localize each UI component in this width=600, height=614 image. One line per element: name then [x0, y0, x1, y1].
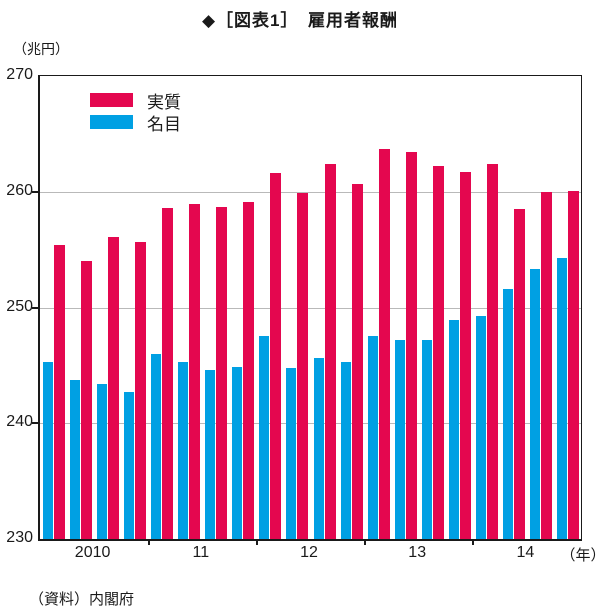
bar-real: [459, 172, 471, 539]
bar-real: [243, 202, 255, 539]
x-axis-year-tick: [255, 539, 258, 545]
x-axis-year-label: 11: [192, 544, 210, 561]
x-axis-year-label: 14: [516, 544, 535, 561]
x-axis-year-tick: [364, 539, 366, 545]
bar-nominal: [556, 257, 567, 539]
bar-real: [297, 192, 309, 539]
bar-nominal: [394, 339, 405, 539]
y-axis-tick-label: 260: [6, 181, 33, 199]
y-axis-tick-label: 250: [6, 297, 33, 315]
x-axis-year-label: 2010: [74, 544, 111, 561]
x-axis-year-label: 12: [300, 544, 318, 561]
bar-nominal: [529, 269, 540, 539]
y-axis-tick-label: 240: [6, 413, 33, 431]
y-axis-tick: [32, 190, 40, 193]
plot-area: 実質 名目: [32, 75, 582, 545]
bar-real: [432, 166, 444, 539]
bar-real: [378, 148, 390, 539]
bar-nominal: [421, 339, 432, 539]
gridline: [40, 423, 581, 425]
bar-nominal: [205, 370, 216, 539]
bar-nominal: [124, 392, 135, 539]
gridline: [40, 307, 581, 309]
bar-real: [162, 207, 174, 539]
legend-label-real: 実質: [147, 92, 181, 112]
bar-real: [81, 261, 93, 539]
y-axis-unit-label: （兆円）: [13, 41, 69, 57]
gridline: [40, 191, 581, 193]
y-axis-tick-label: 270: [6, 66, 33, 83]
bar-real: [216, 206, 228, 539]
bar-nominal: [448, 320, 459, 539]
x-axis-year-tick: [147, 539, 150, 545]
x-axis-labels: 2010 11 12 13 14 （年）: [38, 544, 600, 564]
bar-real: [405, 152, 417, 539]
x-axis-year-label: 13: [408, 544, 427, 561]
bar-real: [540, 191, 552, 539]
y-axis-tick-labels: 270 260 250 240 230: [0, 66, 33, 546]
legend: 実質 名目: [90, 89, 181, 134]
bar-real: [135, 241, 147, 539]
bar-nominal: [340, 361, 351, 539]
bar-nominal: [286, 367, 297, 539]
bar-nominal: [151, 353, 162, 539]
bar-real: [270, 173, 282, 539]
bar-nominal: [313, 358, 324, 539]
legend-item-real: 実質: [90, 89, 181, 112]
legend-swatch-nominal: [90, 115, 133, 129]
bar-nominal: [70, 380, 81, 539]
source-note: （資料）内閣府: [29, 591, 135, 608]
x-axis-unit-label: （年）: [560, 547, 600, 564]
bar-real: [54, 245, 65, 539]
bar-nominal: [367, 336, 378, 539]
bar-nominal: [178, 361, 189, 539]
bar-real: [108, 236, 120, 539]
bar-nominal: [475, 315, 486, 539]
bar-real: [324, 163, 336, 539]
bar-nominal: [502, 288, 513, 539]
legend-label-nominal: 名目: [147, 114, 181, 134]
y-axis-tick: [32, 306, 40, 309]
legend-item-nominal: 名目: [90, 111, 181, 134]
y-axis-tick-label: 230: [6, 529, 33, 546]
bar-nominal: [232, 366, 243, 539]
bar-nominal: [43, 361, 53, 539]
bar-real: [351, 183, 363, 539]
legend-swatch-real: [90, 93, 133, 107]
bar-real: [513, 209, 525, 539]
bar-real: [189, 204, 201, 539]
bar-nominal: [259, 336, 270, 539]
bar-real: [567, 190, 579, 539]
bar-real: [486, 163, 498, 539]
figure-title: ◆［図表1］ 雇用者報酬: [201, 11, 399, 30]
y-axis-tick: [32, 422, 40, 425]
x-axis-year-tick: [472, 539, 475, 545]
bar-nominal: [97, 383, 108, 539]
